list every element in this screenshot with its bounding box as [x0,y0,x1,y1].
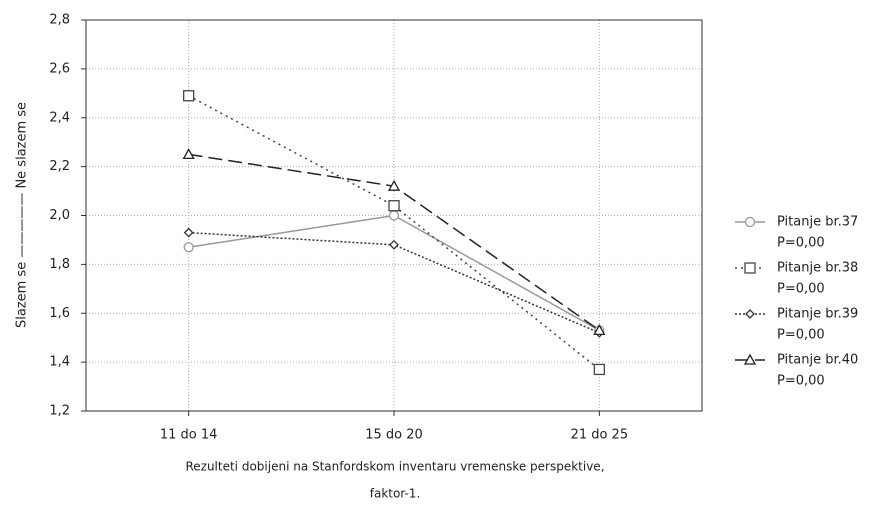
data-point [389,239,399,250]
legend-label: Pitanje br.40 [777,353,858,368]
x-tick-label: 15 do 20 [365,428,423,443]
y-tick-label: 2,8 [49,13,70,28]
data-point [387,179,401,191]
y-tick-label: 2,6 [49,61,70,76]
data-point [593,324,606,336]
x-axis-label: Rezulteti dobijeni na Stanfordskom inven… [185,460,604,474]
y-axis-label: Slazem se ————— Ne slazem se [15,102,30,328]
x-tick-label: 11 do 14 [160,428,218,443]
data-point [182,148,195,160]
legend-marker [745,309,755,319]
y-tick-label: 1,6 [49,306,70,321]
y-tick-label: 2,4 [49,110,70,125]
legend-label: Pitanje br.38 [777,261,858,276]
data-point [593,363,605,376]
y-tick-label: 2,0 [49,208,70,223]
y-tick-label: 1,8 [49,257,70,272]
series-line [188,95,600,371]
data-point [388,200,400,212]
data-point [183,90,195,102]
x-tick-label: 21 do 25 [571,428,629,443]
legend-marker [744,262,756,274]
data-point [183,242,194,253]
y-tick-label: 1,4 [49,355,70,370]
legend-marker [744,216,756,228]
data-point [183,227,194,238]
legend-marker [743,353,757,365]
y-tick-label: 1,2 [49,404,70,419]
data-point [388,210,400,221]
legend-note: P=0,00 [777,328,825,343]
plot-frame [85,19,703,412]
legend-label: Pitanje br.37 [777,215,858,230]
x-axis-label: faktor-1. [370,487,421,501]
legend-note: P=0,00 [777,282,825,297]
y-tick-label: 2,2 [49,159,70,174]
legend-note: P=0,00 [777,236,825,251]
legend-note: P=0,00 [777,374,825,389]
legend-label: Pitanje br.39 [777,307,858,322]
